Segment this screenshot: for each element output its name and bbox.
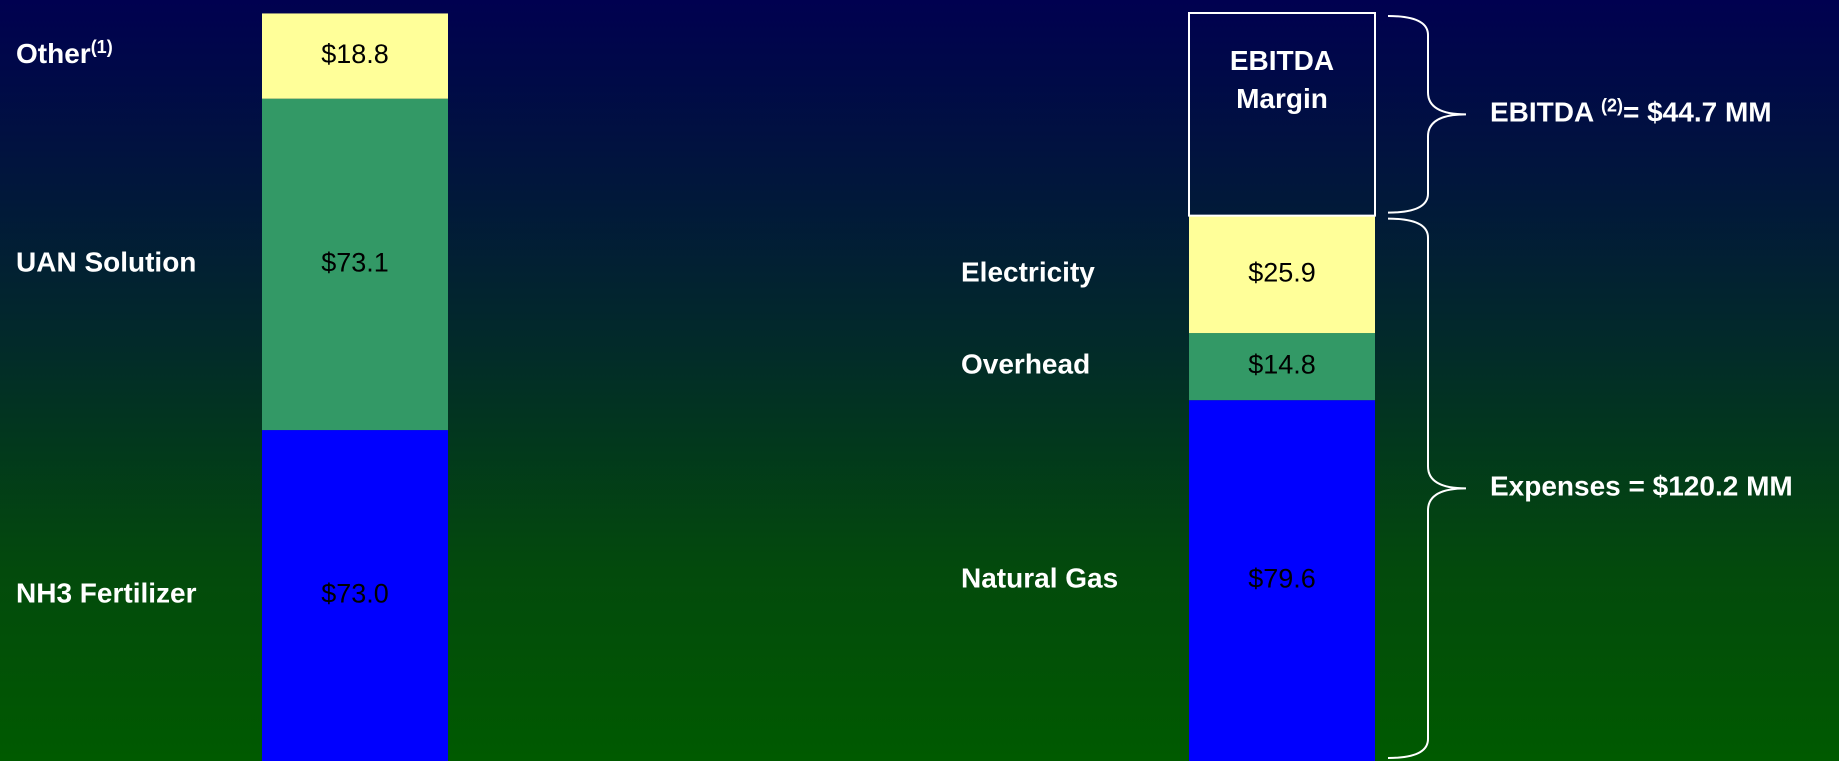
bar-segment [1189, 333, 1375, 401]
segment-label-name: NH3 Fertilizer [16, 578, 197, 609]
annotation: Expenses = $120.2 MM [1490, 471, 1793, 502]
segment-label-name: Overhead [961, 349, 1090, 380]
segment-label: UAN Solution [16, 247, 196, 278]
segment-label: Overhead [961, 349, 1090, 380]
segment-label: NH3 Fertilizer [16, 578, 197, 609]
value-label: $73.1 [321, 247, 389, 277]
annotation-text: Expenses = $120.2 MM [1490, 471, 1793, 502]
value-label: $18.8 [321, 39, 389, 69]
segment-label-name: Natural Gas [961, 563, 1118, 594]
segment-label: Other(1) [16, 37, 113, 70]
bar-segment [262, 430, 448, 761]
bar-segment [262, 98, 448, 431]
segment-label-name: UAN Solution [16, 247, 196, 278]
annotation-rest: = $44.7 MM [1623, 97, 1772, 128]
segment-label-line: EBITDA [1230, 45, 1334, 76]
value-label: $79.6 [1248, 564, 1316, 594]
segment-label: Electricity [961, 257, 1095, 288]
value-label: $73.0 [321, 579, 389, 609]
bar-segment [1189, 400, 1375, 761]
segment-label-name: Electricity [961, 257, 1095, 288]
segment-label: EBITDA Margin [1230, 45, 1334, 114]
bar-segment [1188, 12, 1376, 217]
brace [1387, 15, 1467, 214]
value-label: $25.9 [1248, 257, 1316, 287]
value-label: $14.8 [1248, 350, 1316, 380]
annotation-text: EBITDA [1490, 97, 1601, 128]
segment-label-name: Other [16, 38, 91, 69]
bar-segment [262, 13, 448, 99]
bar-segment [1189, 215, 1375, 334]
brace [1387, 217, 1467, 759]
segment-label-footnote: (1) [91, 37, 113, 57]
segment-label: Natural Gas [961, 563, 1118, 594]
annotation: EBITDA (2)= $44.7 MM [1490, 95, 1772, 128]
segment-label-line: Margin [1236, 83, 1328, 114]
annotation-footnote: (2) [1601, 95, 1623, 115]
